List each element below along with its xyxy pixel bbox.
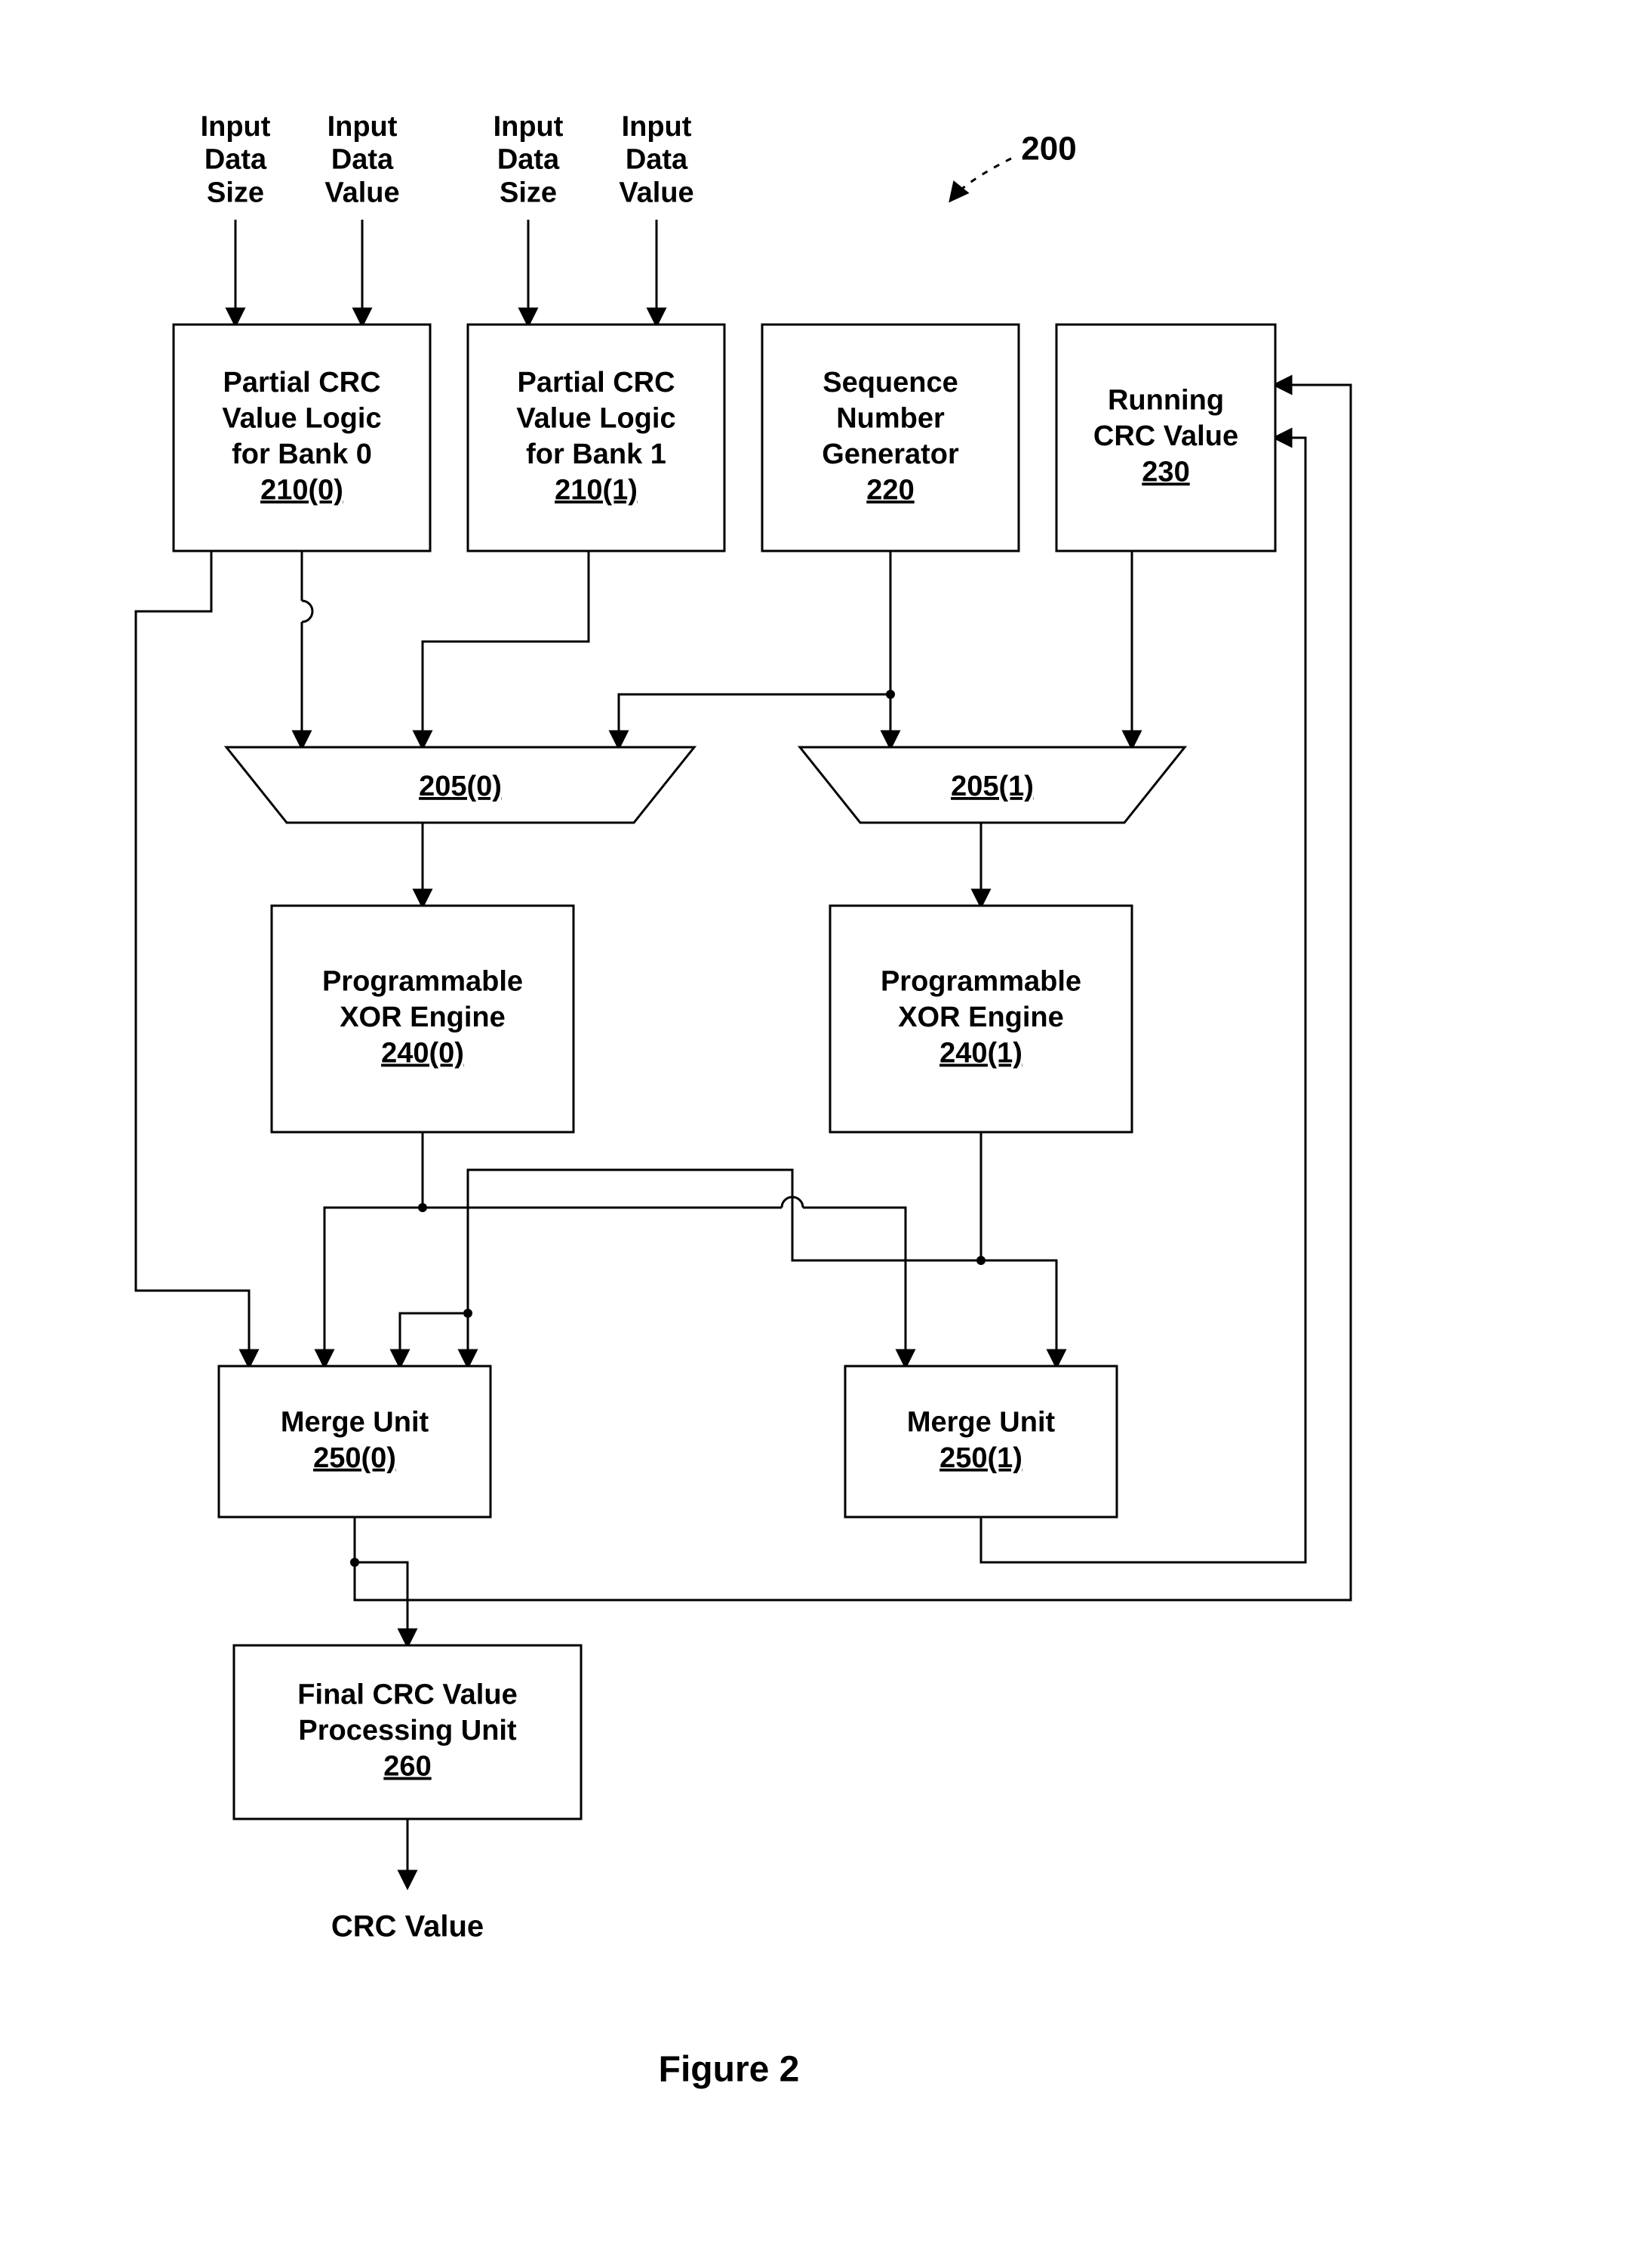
svg-text:for Bank 1: for Bank 1 — [526, 439, 666, 470]
svg-text:210(1): 210(1) — [555, 474, 638, 506]
svg-text:Data: Data — [626, 144, 688, 176]
svg-text:Value: Value — [324, 177, 399, 208]
svg-text:Processing Unit: Processing Unit — [298, 1715, 517, 1746]
svg-text:Data: Data — [331, 144, 394, 176]
svg-text:Number: Number — [836, 402, 945, 434]
svg-text:240(1): 240(1) — [939, 1038, 1022, 1069]
svg-text:220: 220 — [866, 474, 914, 506]
svg-text:Running: Running — [1108, 385, 1224, 417]
svg-text:Value Logic: Value Logic — [222, 402, 381, 434]
edge-xor0-merge1 — [423, 1208, 906, 1366]
svg-text:260: 260 — [383, 1751, 431, 1783]
edge-xor1-merge0-a — [468, 1170, 981, 1366]
svg-text:Input: Input — [327, 111, 398, 143]
svg-text:CRC Value: CRC Value — [1093, 420, 1238, 452]
edge-pcrc0-merge0 — [136, 551, 249, 1366]
svg-text:Figure 2: Figure 2 — [659, 2050, 800, 2090]
svg-text:Input: Input — [494, 111, 564, 143]
edge-seq-mux0 — [619, 551, 890, 747]
svg-text:CRC Value: CRC Value — [331, 1910, 484, 1943]
edge-merge0-final — [355, 1517, 407, 1645]
svg-text:Data: Data — [497, 144, 560, 176]
edge-xor1-merge0-b — [400, 1313, 468, 1366]
svg-text:205(1): 205(1) — [951, 771, 1034, 802]
svg-text:210(0): 210(0) — [260, 474, 343, 506]
svg-text:Input: Input — [622, 111, 692, 143]
svg-text:Partial CRC: Partial CRC — [223, 367, 380, 399]
svg-text:Programmable: Programmable — [881, 966, 1081, 998]
svg-text:Value: Value — [619, 177, 693, 208]
svg-text:230: 230 — [1142, 457, 1189, 488]
svg-text:250(1): 250(1) — [939, 1442, 1022, 1474]
svg-text:Generator: Generator — [822, 439, 959, 470]
svg-text:Size: Size — [500, 177, 557, 208]
svg-text:XOR Engine: XOR Engine — [340, 1002, 506, 1033]
svg-text:200: 200 — [1021, 131, 1076, 168]
svg-text:Programmable: Programmable — [322, 966, 523, 998]
svg-text:Merge Unit: Merge Unit — [281, 1406, 429, 1438]
svg-text:XOR Engine: XOR Engine — [898, 1002, 1064, 1033]
svg-text:Sequence: Sequence — [823, 367, 958, 399]
edge-pcrc1-mux0 — [423, 551, 589, 747]
svg-text:for Bank 0: for Bank 0 — [232, 439, 372, 470]
svg-text:Partial CRC: Partial CRC — [517, 367, 675, 399]
svg-text:205(0): 205(0) — [419, 771, 502, 802]
svg-text:Value Logic: Value Logic — [516, 402, 675, 434]
edge-xor1-merge1 — [981, 1132, 1056, 1366]
svg-text:Final CRC Value: Final CRC Value — [297, 1679, 517, 1711]
svg-text:250(0): 250(0) — [313, 1442, 396, 1474]
svg-text:240(0): 240(0) — [381, 1038, 464, 1069]
edge-xor0-merge0 — [324, 1132, 423, 1366]
svg-text:Size: Size — [207, 177, 264, 208]
svg-text:Data: Data — [204, 144, 267, 176]
svg-text:Input: Input — [201, 111, 271, 143]
svg-text:Merge Unit: Merge Unit — [907, 1406, 1056, 1438]
